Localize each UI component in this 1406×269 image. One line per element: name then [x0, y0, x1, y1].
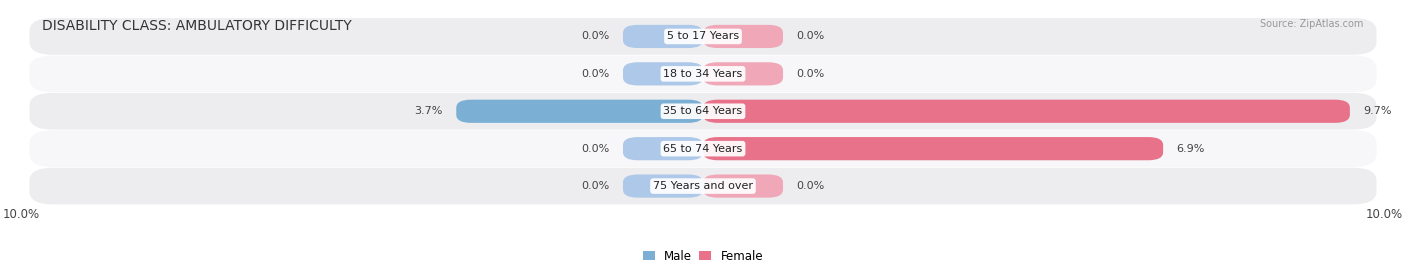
- Text: 0.0%: 0.0%: [582, 181, 610, 191]
- FancyBboxPatch shape: [623, 25, 703, 48]
- FancyBboxPatch shape: [703, 137, 1163, 160]
- FancyBboxPatch shape: [30, 168, 1376, 204]
- Text: 0.0%: 0.0%: [796, 69, 824, 79]
- Text: 10.0%: 10.0%: [3, 208, 39, 221]
- Text: 3.7%: 3.7%: [415, 106, 443, 116]
- FancyBboxPatch shape: [30, 55, 1376, 92]
- Text: 65 to 74 Years: 65 to 74 Years: [664, 144, 742, 154]
- FancyBboxPatch shape: [30, 18, 1376, 55]
- Text: 0.0%: 0.0%: [796, 31, 824, 41]
- FancyBboxPatch shape: [703, 100, 1350, 123]
- Text: 18 to 34 Years: 18 to 34 Years: [664, 69, 742, 79]
- FancyBboxPatch shape: [30, 93, 1376, 130]
- Text: Source: ZipAtlas.com: Source: ZipAtlas.com: [1260, 19, 1364, 29]
- Text: 35 to 64 Years: 35 to 64 Years: [664, 106, 742, 116]
- Text: 0.0%: 0.0%: [582, 69, 610, 79]
- Text: 75 Years and over: 75 Years and over: [652, 181, 754, 191]
- Text: 0.0%: 0.0%: [582, 144, 610, 154]
- FancyBboxPatch shape: [30, 130, 1376, 167]
- Text: 0.0%: 0.0%: [796, 181, 824, 191]
- Text: DISABILITY CLASS: AMBULATORY DIFFICULTY: DISABILITY CLASS: AMBULATORY DIFFICULTY: [42, 19, 352, 33]
- FancyBboxPatch shape: [623, 137, 703, 160]
- Legend: Male, Female: Male, Female: [638, 245, 768, 267]
- Text: 10.0%: 10.0%: [1367, 208, 1403, 221]
- FancyBboxPatch shape: [457, 100, 703, 123]
- FancyBboxPatch shape: [703, 62, 783, 86]
- FancyBboxPatch shape: [623, 175, 703, 198]
- Text: 5 to 17 Years: 5 to 17 Years: [666, 31, 740, 41]
- Text: 6.9%: 6.9%: [1177, 144, 1205, 154]
- FancyBboxPatch shape: [703, 25, 783, 48]
- FancyBboxPatch shape: [623, 62, 703, 86]
- Text: 9.7%: 9.7%: [1364, 106, 1392, 116]
- FancyBboxPatch shape: [703, 175, 783, 198]
- Text: 0.0%: 0.0%: [582, 31, 610, 41]
